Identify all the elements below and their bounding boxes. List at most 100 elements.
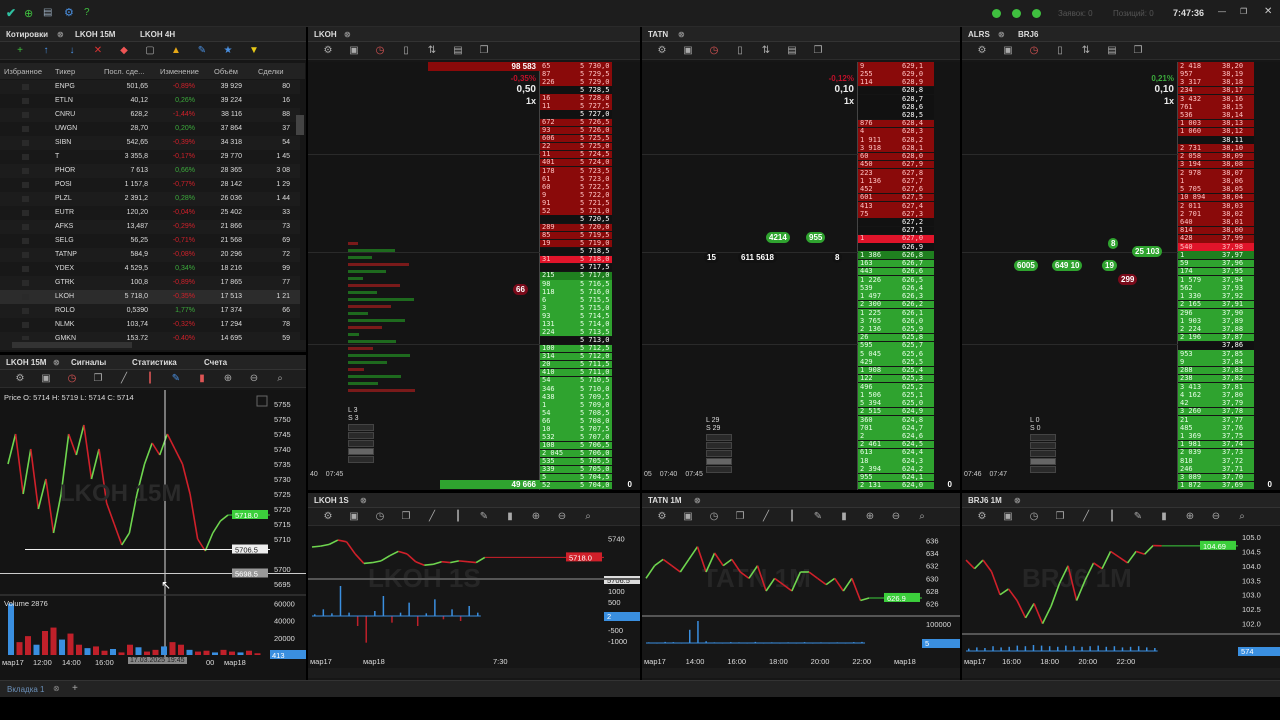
book-row[interactable]: 296 37,90 bbox=[1178, 308, 1254, 317]
book-row[interactable]: 223 627,8 bbox=[858, 169, 934, 177]
book-row[interactable]: 60 5 722,5 bbox=[540, 183, 612, 191]
candles-icon[interactable]: ┃ bbox=[454, 511, 462, 522]
pencil-icon[interactable]: ✎ bbox=[1133, 511, 1143, 522]
bar-chart-icon[interactable]: ▮ bbox=[1161, 511, 1167, 522]
column-last-trade[interactable]: Посл. сде... bbox=[104, 67, 145, 76]
tab-chart[interactable]: TATN 1M bbox=[648, 496, 682, 505]
book-row[interactable]: 535 5 705,5 bbox=[540, 457, 612, 466]
briefcase-icon[interactable]: ▣ bbox=[349, 45, 359, 56]
tab-close-icon[interactable]: ⊗ bbox=[1014, 496, 1021, 505]
book-row[interactable]: 16 5 728,0 bbox=[540, 94, 612, 102]
quote-row[interactable]: EUTR 120,20 -0,04% 25 402 33 bbox=[0, 206, 300, 220]
minimize-button[interactable]: — bbox=[1218, 7, 1226, 16]
book-row[interactable]: 54 5 708,5 bbox=[540, 409, 612, 417]
line-tool-icon[interactable]: ╱ bbox=[120, 373, 128, 384]
book-row[interactable]: 562 37,93 bbox=[1178, 284, 1254, 292]
briefcase-icon[interactable]: ▣ bbox=[1003, 45, 1013, 56]
search-icon[interactable]: ⌕ bbox=[919, 511, 925, 522]
book-row[interactable]: 3 765 626,0 bbox=[858, 317, 934, 325]
book-row[interactable]: 2 011 38,03 bbox=[1178, 201, 1254, 210]
favorite-checkbox[interactable] bbox=[22, 266, 29, 272]
book-row[interactable]: 52 5 704,0 bbox=[540, 481, 612, 490]
favorite-checkbox[interactable] bbox=[22, 238, 29, 244]
book-row[interactable]: 5 5 704,5 bbox=[540, 473, 612, 482]
book-row[interactable]: 3 089 37,70 bbox=[1178, 473, 1254, 482]
indicators-icon[interactable]: ⚙ bbox=[657, 511, 667, 522]
book-row[interactable]: 401 5 724,0 bbox=[540, 158, 612, 167]
book-row[interactable]: 1 872 37,69 bbox=[1178, 481, 1254, 490]
book-row[interactable]: 3 413 37,81 bbox=[1178, 383, 1254, 391]
add-icon[interactable]: ⊕ bbox=[24, 8, 34, 20]
zoom-out-icon[interactable]: ⊖ bbox=[891, 511, 901, 522]
book-row[interactable]: 1 003 38,13 bbox=[1178, 119, 1254, 128]
book-row[interactable]: 339 5 705,0 bbox=[540, 465, 612, 474]
tab-lkoh[interactable]: LKOH bbox=[314, 30, 337, 39]
column-change[interactable]: Изменение bbox=[160, 67, 199, 76]
clock-icon[interactable]: ◷ bbox=[67, 373, 77, 384]
zoom-out-icon[interactable]: ⊖ bbox=[249, 373, 259, 384]
tab-lkoh-4h[interactable]: LKOH 4H bbox=[140, 30, 176, 39]
tab-alrs[interactable]: ALRS bbox=[968, 30, 990, 39]
tab-chart[interactable]: BRJ6 1M bbox=[968, 496, 1002, 505]
favorite-checkbox[interactable] bbox=[22, 168, 29, 174]
book-row[interactable]: 314 5 712,0 bbox=[540, 352, 612, 361]
book-row[interactable]: 3 317 38,18 bbox=[1178, 78, 1254, 87]
book-row[interactable]: 450 627,9 bbox=[858, 160, 934, 169]
list-icon[interactable]: ▤ bbox=[453, 45, 463, 56]
book-row[interactable]: 626,9 bbox=[858, 243, 934, 251]
document-icon[interactable]: ▯ bbox=[1057, 45, 1063, 56]
document-icon[interactable]: ▯ bbox=[737, 45, 743, 56]
book-row[interactable]: 428 37,99 bbox=[1178, 234, 1254, 243]
book-row[interactable]: 443 626,6 bbox=[858, 267, 934, 276]
candles-icon[interactable]: ┃ bbox=[146, 373, 154, 384]
tab-tatn[interactable]: TATN bbox=[648, 30, 669, 39]
book-row[interactable]: 540 37,98 bbox=[1178, 243, 1254, 251]
book-row[interactable]: 1 911 628,2 bbox=[858, 136, 934, 144]
line-tool-icon[interactable]: ╱ bbox=[762, 511, 770, 522]
book-row[interactable]: 100 5 712,5 bbox=[540, 344, 612, 353]
book-row[interactable]: 238 37,82 bbox=[1178, 374, 1254, 383]
book-row[interactable]: 20 5 711,5 bbox=[540, 360, 612, 369]
sort-icon[interactable]: ⇅ bbox=[1081, 45, 1091, 56]
book-row[interactable]: 3 260 37,78 bbox=[1178, 407, 1254, 416]
quote-row[interactable]: CNRU 628,2 -1,44% 38 116 88 bbox=[0, 108, 300, 122]
book-row[interactable]: 31 5 718,0 bbox=[540, 255, 612, 264]
book-row[interactable]: 5 728,5 bbox=[540, 86, 612, 94]
book-row[interactable]: 5 718,5 bbox=[540, 247, 612, 256]
book-row[interactable]: 4 162 37,80 bbox=[1178, 391, 1254, 399]
book-row[interactable]: 953 37,85 bbox=[1178, 350, 1254, 358]
quote-row[interactable]: SIBN 542,65 -0,39% 34 318 54 bbox=[0, 136, 300, 150]
quote-row[interactable]: YDEX 4 529,5 0,34% 18 216 99 bbox=[0, 262, 300, 276]
book-row[interactable]: 761 38,15 bbox=[1178, 103, 1254, 111]
book-row[interactable]: 42 37,79 bbox=[1178, 399, 1254, 408]
candles-icon[interactable]: ┃ bbox=[1108, 511, 1116, 522]
book-row[interactable]: 627,2 bbox=[858, 218, 934, 227]
book-row[interactable]: 532 5 707,0 bbox=[540, 433, 612, 442]
search-icon[interactable]: ⌕ bbox=[585, 511, 591, 522]
book-row[interactable]: 1 903 37,89 bbox=[1178, 317, 1254, 325]
book-row[interactable]: 701 624,7 bbox=[858, 424, 934, 432]
favorite-checkbox[interactable] bbox=[22, 126, 29, 132]
zoom-in-icon[interactable]: ⊕ bbox=[865, 511, 875, 522]
book-row[interactable]: 1 330 37,92 bbox=[1178, 292, 1254, 301]
book-row[interactable]: 818 37,72 bbox=[1178, 457, 1254, 465]
book-row[interactable]: 226 5 729,0 bbox=[540, 78, 612, 86]
book-row[interactable]: 2 131 624,0 bbox=[858, 481, 934, 490]
book-row[interactable]: 346 5 710,0 bbox=[540, 385, 612, 393]
book-row[interactable]: 1 386 626,8 bbox=[858, 251, 934, 260]
price-chart[interactable]: 636 634 632 630 628 626 626.9 100000 5 мар17 14:00… bbox=[642, 528, 960, 678]
column-volume[interactable]: Объём bbox=[214, 67, 238, 76]
quote-row[interactable]: SELG 56,25 -0,71% 21 568 69 bbox=[0, 234, 300, 248]
book-row[interactable]: 246 37,71 bbox=[1178, 465, 1254, 474]
settings-icon[interactable]: ⚙ bbox=[64, 7, 74, 19]
quote-row[interactable]: GTRK 100,8 -0,89% 17 865 77 bbox=[0, 276, 300, 290]
book-row[interactable]: 1 136 627,7 bbox=[858, 177, 934, 185]
line-tool-icon[interactable]: ╱ bbox=[1082, 511, 1090, 522]
copy-icon[interactable]: ❐ bbox=[401, 511, 411, 522]
quote-row[interactable]: LKOH 5 718,0 -0,35% 17 513 1 21 bbox=[0, 290, 300, 304]
book-row[interactable]: 1 225 626,1 bbox=[858, 308, 934, 317]
tab-close-icon[interactable]: ⊗ bbox=[344, 30, 351, 39]
tab-close-icon[interactable]: ⊗ bbox=[360, 496, 367, 505]
book-row[interactable]: 536 38,14 bbox=[1178, 111, 1254, 120]
book-row[interactable]: 11 5 727,5 bbox=[540, 102, 612, 110]
